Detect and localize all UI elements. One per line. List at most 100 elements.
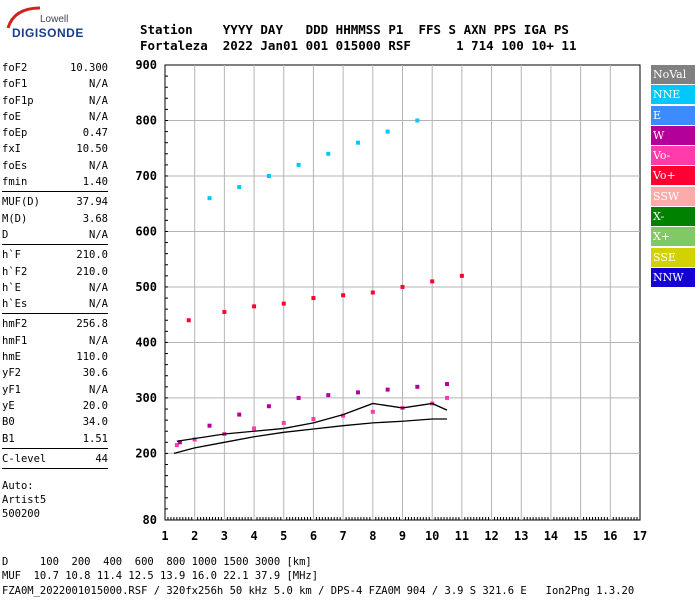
y-tick-label: 400 [135, 335, 157, 349]
param-label: hmF2 [2, 318, 28, 331]
data-point [237, 185, 242, 190]
data-point [266, 404, 271, 409]
param-label: h`E [2, 281, 21, 294]
ionogram-chart: 1 2 3 4 5 6 7 8 9 10 11 12 13 14 15 16 17802003004005006… [135, 58, 647, 543]
param-row: yF1 N/A [2, 382, 108, 398]
data-point [296, 395, 301, 400]
logo-product: DIGISONDE [12, 26, 84, 40]
param-row: foF1p N/A [2, 93, 108, 109]
data-point [415, 118, 420, 123]
x-tick-label: 5 [280, 529, 287, 543]
param-label: foEs [2, 159, 28, 172]
profile-line [173, 418, 448, 455]
legend-item: W [651, 125, 695, 145]
param-row: h`F2 210.0 [2, 264, 108, 280]
param-label: yF2 [2, 367, 21, 380]
param-label: foE [2, 110, 21, 123]
param-row: B1 1.51 [2, 431, 108, 447]
param-label: C-level [2, 452, 47, 465]
param-row: D N/A [2, 227, 108, 243]
param-value: N/A [89, 334, 108, 347]
param-value: 256.8 [76, 318, 108, 331]
autoscaling-info: Auto: [2, 480, 34, 493]
y-tick-label: 80 [143, 513, 157, 527]
data-point [355, 140, 360, 145]
param-row: h`Es N/A [2, 296, 108, 312]
autoscaling-info: Artist5 [2, 494, 47, 507]
param-row: yF2 30.6 [2, 365, 108, 381]
x-tick-label: 11 [455, 529, 469, 543]
param-label: M(D) [2, 212, 28, 225]
param-row: hmF2 256.8 [2, 316, 108, 332]
param-label: yF1 [2, 383, 21, 396]
data-point [192, 437, 197, 442]
legend-item: Vo- [651, 146, 695, 166]
x-tick-label: 4 [250, 529, 257, 543]
param-label: hmE [2, 351, 21, 364]
x-tick-label: 6 [310, 529, 317, 543]
param-value: N/A [89, 228, 108, 241]
data-point [174, 443, 179, 448]
data-point [400, 284, 405, 289]
legend-item: NoVal [651, 65, 695, 84]
x-tick-label: 12 [484, 529, 498, 543]
param-row: h`E N/A [2, 280, 108, 296]
param-value: N/A [89, 281, 108, 294]
param-value: 30.6 [82, 367, 108, 380]
data-point [370, 409, 375, 414]
param-label: foF2 [2, 62, 28, 74]
data-point [281, 420, 286, 425]
param-label: h`F [2, 249, 21, 262]
legend-item: X+ [651, 227, 695, 247]
param-separator [2, 447, 108, 449]
param-row: fxI 10.50 [2, 141, 108, 157]
param-label: MUF(D) [2, 196, 40, 209]
data-point [207, 423, 212, 428]
logo-brand: Lowell [40, 14, 69, 25]
param-label: B1 [2, 432, 15, 445]
autoscaling-info: 500200 [2, 508, 40, 521]
data-point [430, 279, 435, 284]
param-row: hmF1 N/A [2, 333, 108, 349]
data-point [326, 393, 331, 398]
param-value: 110.0 [76, 351, 108, 364]
legend-item: NNE [651, 85, 695, 105]
header-values: Fortaleza 2022 Jan01 001 015000 RSF 1 71… [140, 38, 577, 53]
footer-muf: MUF 10.7 10.8 11.4 12.5 13.9 16.0 22.1 3… [2, 570, 319, 582]
data-point [415, 384, 420, 389]
param-value: 20.0 [82, 399, 108, 412]
param-row: B0 34.0 [2, 414, 108, 430]
header-columns: Station YYYY DAY DDD HHMMSS P1 FFS S AXN… [140, 22, 569, 37]
param-value: 1.40 [82, 176, 108, 189]
param-row: foEp 0.47 [2, 125, 108, 141]
data-point [177, 440, 182, 445]
param-label: yE [2, 399, 15, 412]
data-point [341, 413, 346, 418]
digisonde-logo-swoosh-icon [6, 6, 41, 29]
param-value: N/A [89, 94, 108, 107]
data-point [252, 426, 257, 431]
x-tick-label: 3 [221, 529, 228, 543]
legend-item: SSE [651, 247, 695, 267]
param-row: M(D) 3.68 [2, 211, 108, 227]
param-row: foEs N/A [2, 158, 108, 174]
param-value: 0.47 [82, 127, 108, 140]
param-separator [2, 244, 108, 246]
x-tick-label: 14 [544, 529, 558, 543]
y-tick-label: 300 [135, 391, 157, 405]
data-point [355, 390, 360, 395]
param-value: 210.0 [76, 249, 108, 262]
y-tick-label: 600 [135, 224, 157, 238]
data-point [296, 162, 301, 167]
x-tick-label: 17 [633, 529, 647, 543]
data-point [186, 318, 191, 323]
y-tick-label: 900 [135, 58, 157, 72]
data-point [311, 417, 316, 422]
param-value: N/A [89, 298, 108, 311]
param-value: 1.51 [82, 432, 108, 445]
data-point [385, 387, 390, 392]
param-separator [2, 468, 108, 470]
data-point [445, 382, 450, 387]
trace-line [176, 402, 448, 442]
data-point [445, 395, 450, 400]
